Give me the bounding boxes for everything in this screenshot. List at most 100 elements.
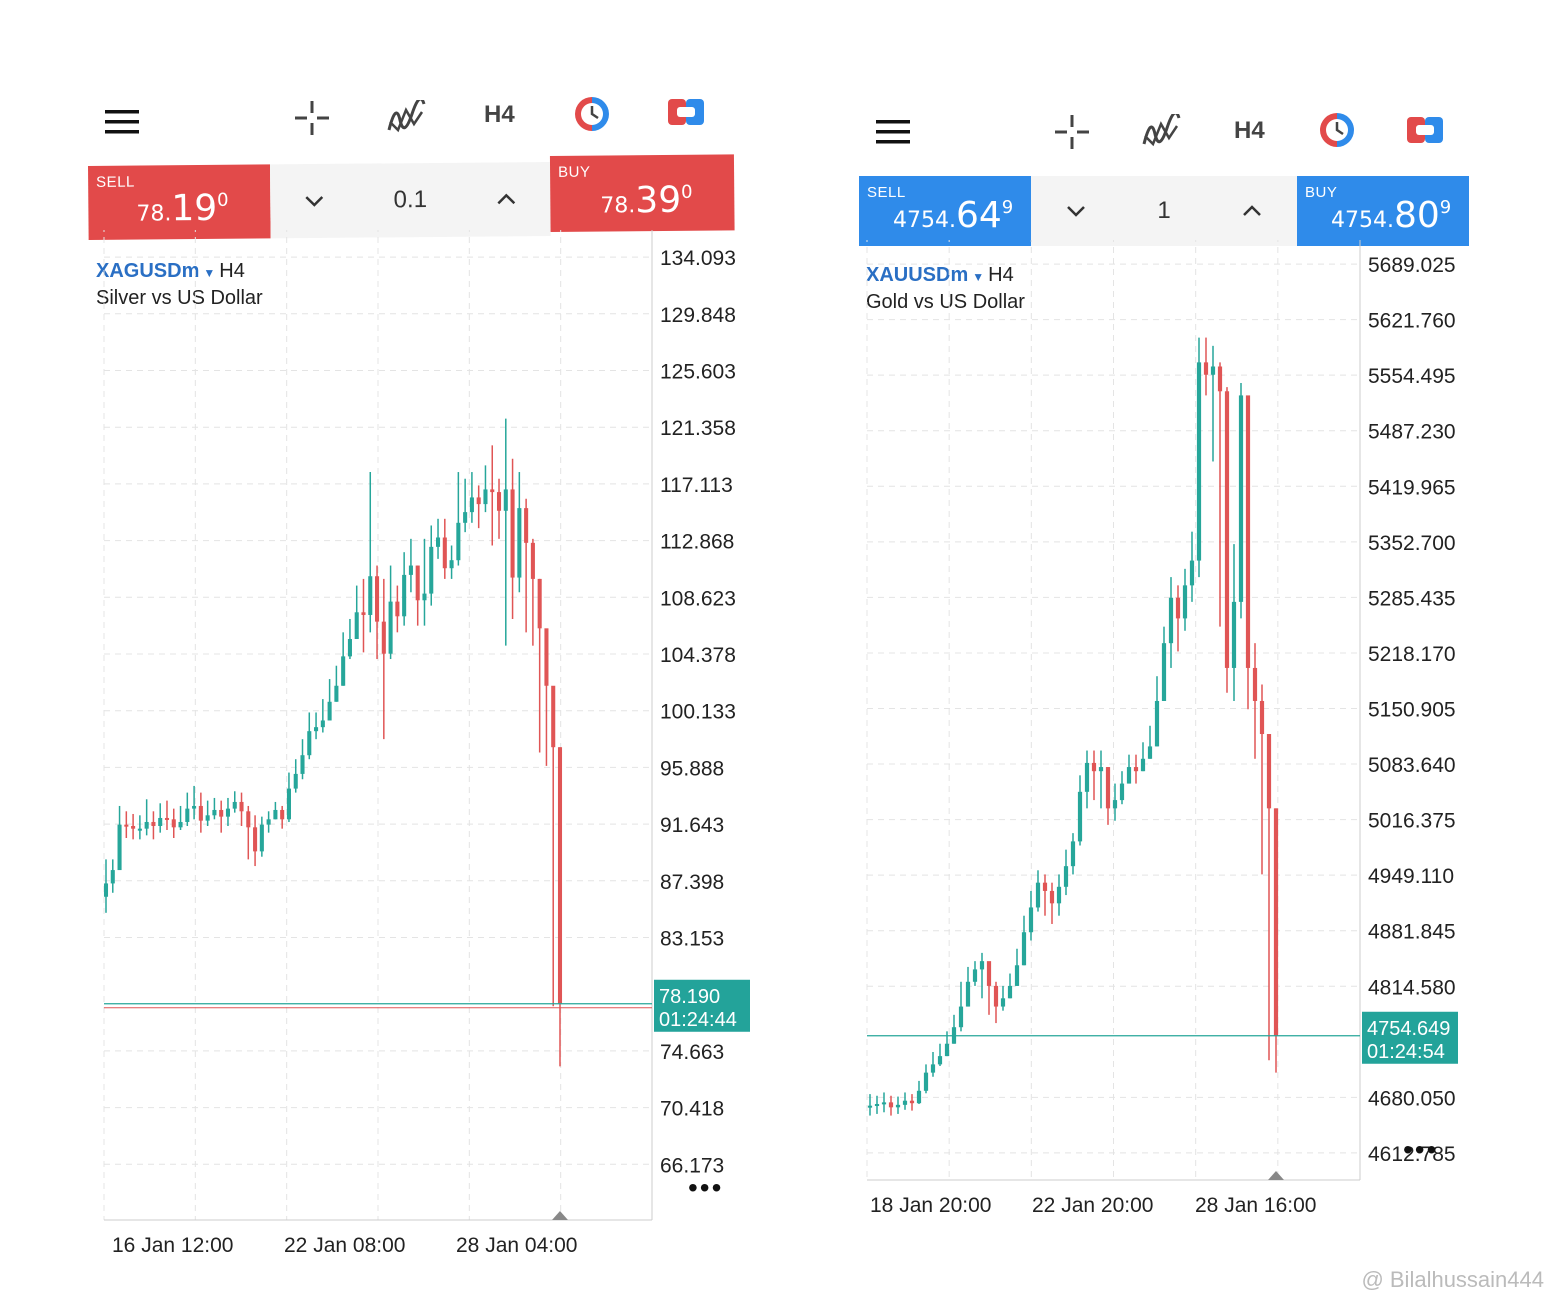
gold-chart[interactable]: 5689.025 5621.760 5554.495 5487.230 5419.965…	[777, 240, 1554, 1240]
timeframe-button[interactable]: H4	[1234, 117, 1265, 144]
candle-body	[395, 601, 400, 617]
price-tag-value: 4754.649	[1367, 1018, 1450, 1040]
candle	[1140, 742, 1146, 772]
candle-body	[916, 1090, 922, 1104]
candle-body	[1168, 597, 1174, 644]
left-panel: H4 SELL 78.190 0.1 BUY 78.390	[0, 92, 777, 1280]
candle	[1014, 948, 1020, 986]
candle-body	[415, 565, 420, 601]
symbol-dropdown-icon: ▼	[203, 266, 216, 280]
candle-body	[1077, 791, 1083, 842]
candle-body	[993, 985, 999, 1007]
candle-body	[496, 492, 502, 511]
history-button[interactable]	[570, 92, 614, 136]
candle	[1196, 337, 1202, 578]
candle	[537, 578, 542, 753]
indicators-button[interactable]	[1137, 110, 1185, 154]
indicators-button[interactable]	[382, 96, 430, 140]
y-tick-label: 4680.050	[1368, 1087, 1456, 1110]
candle	[1252, 643, 1258, 759]
menu-button[interactable]	[100, 100, 144, 144]
candle-body	[463, 512, 468, 523]
candle	[320, 699, 325, 733]
candle	[435, 518, 441, 559]
candle	[944, 1031, 950, 1057]
more-dots-icon: •••	[688, 1172, 724, 1203]
candle	[225, 797, 231, 826]
menu-button[interactable]	[871, 110, 915, 154]
candle-body	[1245, 395, 1251, 668]
y-tick-label: 121.358	[660, 417, 736, 440]
candle-body	[1119, 783, 1125, 801]
candle-body	[253, 827, 258, 852]
crosshair-button[interactable]	[290, 96, 334, 140]
candle-body	[895, 1104, 901, 1108]
price-tag-value: 78.190	[659, 986, 720, 1008]
candle	[993, 981, 999, 1024]
candle-body	[1014, 965, 1020, 986]
candle-body	[449, 560, 454, 569]
candle	[402, 552, 407, 626]
candle-body	[266, 819, 271, 825]
crosshair-button[interactable]	[1050, 110, 1094, 154]
candle	[1126, 754, 1132, 784]
lot-increase-button[interactable]	[496, 186, 516, 212]
candle-body	[429, 546, 434, 594]
lot-increase-button[interactable]	[1242, 198, 1262, 224]
buy-button[interactable]: BUY 4754.809	[1297, 176, 1469, 246]
more-menu-button[interactable]: •••	[688, 1172, 723, 1204]
lot-value[interactable]: 1	[1157, 197, 1171, 224]
candle	[334, 665, 339, 702]
candle-body	[293, 773, 298, 789]
candle-body	[972, 969, 978, 982]
sell-price: 4754.649	[893, 195, 1014, 236]
candle-body	[1147, 746, 1153, 759]
symbol-code[interactable]: XAUUSDm	[866, 264, 969, 286]
candle	[1105, 767, 1111, 825]
sell-button[interactable]: SELL 4754.649	[859, 176, 1031, 246]
candle	[1091, 750, 1097, 801]
buy-button[interactable]: BUY 78.390	[549, 154, 735, 232]
candle-body	[503, 489, 508, 511]
candle-body	[124, 824, 129, 827]
candle	[368, 472, 373, 633]
lot-decrease-button[interactable]	[305, 188, 325, 214]
sell-button[interactable]: SELL 78.190	[88, 164, 271, 240]
symbol-code[interactable]: XAGUSDm	[96, 260, 200, 282]
trade-button[interactable]	[664, 92, 708, 132]
candle-body	[1056, 886, 1062, 904]
candle	[1147, 725, 1153, 759]
candle	[902, 1092, 908, 1110]
trade-button[interactable]	[1403, 110, 1447, 150]
y-tick-label: 125.603	[660, 361, 736, 384]
candle	[192, 785, 197, 820]
candle	[909, 1094, 915, 1111]
lot-value[interactable]: 0.1	[393, 186, 428, 214]
candle-body	[557, 747, 563, 1004]
candle-body	[456, 522, 461, 561]
candle-body	[1028, 907, 1034, 933]
candle-body	[286, 788, 291, 820]
candle-body	[205, 815, 210, 821]
candle-body	[442, 537, 447, 569]
candle	[1021, 915, 1027, 966]
timeframe-button[interactable]: H4	[484, 101, 515, 128]
candle-body	[327, 701, 332, 721]
silver-chart[interactable]: 134.093 129.848 125.603 121.358 117.113 112.8…	[0, 230, 777, 1280]
chevron-down-icon	[1067, 206, 1086, 217]
candle-body	[1196, 362, 1202, 561]
lot-decrease-button[interactable]	[1066, 198, 1086, 224]
candle	[530, 538, 535, 646]
candle-body	[347, 639, 352, 657]
candle-body	[178, 821, 183, 828]
candle-body	[1091, 762, 1097, 772]
candle-body	[1112, 800, 1118, 809]
candle	[1042, 874, 1048, 916]
candle-body	[259, 824, 264, 852]
more-menu-button[interactable]: •••	[1403, 1134, 1438, 1166]
candle-body	[1175, 597, 1181, 619]
candle	[544, 628, 549, 766]
trade-icon	[1407, 117, 1443, 143]
history-button[interactable]	[1315, 108, 1359, 152]
candle	[1224, 387, 1230, 693]
